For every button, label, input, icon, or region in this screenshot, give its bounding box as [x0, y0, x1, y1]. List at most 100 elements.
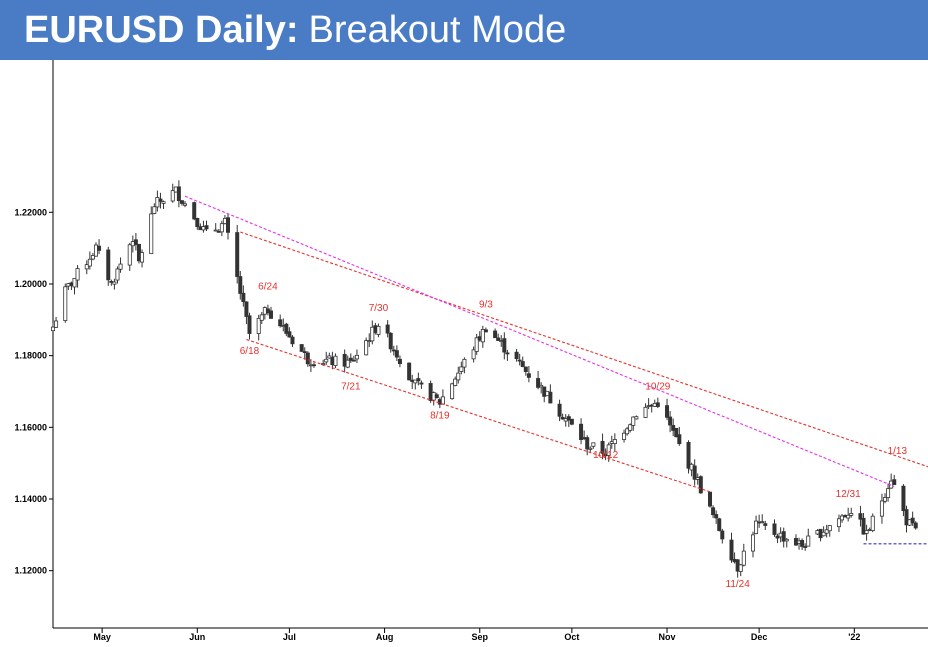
candle-body: [385, 324, 390, 334]
candle-body: [90, 255, 95, 260]
candles: [51, 180, 918, 578]
candle-body: [763, 523, 768, 526]
date-annotation: 11/24: [726, 579, 751, 590]
candle-body: [155, 197, 160, 208]
candle-body: [886, 488, 891, 498]
candle-body: [849, 513, 854, 516]
candle-body: [87, 258, 92, 267]
date-annotation: 1/13: [888, 446, 908, 457]
candle-body: [668, 416, 673, 426]
candle-body: [846, 514, 851, 519]
candle-body: [434, 394, 439, 399]
candle-body: [502, 338, 507, 353]
candle-body: [219, 223, 224, 233]
chart-area: 1.22000 1.20000 1.18000 1.16000 1.14000 1.120…: [0, 60, 928, 642]
date-annotation: 7/30: [369, 303, 389, 314]
candle-body: [333, 355, 338, 366]
candle-body: [806, 535, 811, 547]
trend-lines: [184, 195, 928, 545]
trend-line: [184, 195, 895, 487]
candle-body: [910, 517, 915, 524]
candle-body: [453, 378, 458, 386]
candle-body: [450, 383, 455, 400]
y-tick-label: 1.16000: [14, 422, 47, 432]
candle-body: [152, 206, 157, 214]
candle-body: [557, 403, 562, 417]
candle-body: [195, 218, 200, 228]
candle-body: [106, 249, 111, 281]
candle-body: [179, 200, 184, 204]
y-tick-label: 1.14000: [14, 494, 47, 504]
candle-body: [84, 264, 89, 270]
candle-body: [631, 416, 636, 426]
candle-body: [213, 229, 218, 232]
candle-body: [781, 531, 786, 542]
candle-body: [505, 352, 510, 355]
candle-body: [299, 344, 304, 352]
chart-title-bar: EURUSD Daily: Breakout Mode: [0, 0, 928, 60]
x-tick-label: Oct: [564, 632, 579, 642]
candle-body: [883, 497, 888, 502]
candle-body: [861, 517, 866, 535]
candle-body: [692, 465, 697, 480]
date-annotation: 10/12: [593, 450, 618, 461]
candle-body: [717, 518, 722, 531]
candle-body: [170, 190, 175, 202]
candle-body: [714, 514, 719, 519]
candle-body: [388, 332, 393, 350]
candle-body: [290, 336, 295, 345]
candle-body: [419, 382, 424, 385]
candle-body: [836, 518, 841, 528]
candle-body: [708, 491, 713, 507]
candle-body: [324, 358, 329, 363]
candle-body: [127, 244, 132, 266]
candle-body: [440, 396, 445, 405]
date-annotation: 10/29: [645, 382, 670, 393]
y-tick-label: 1.20000: [14, 279, 47, 289]
candle-body: [351, 359, 356, 362]
candle-body: [526, 373, 531, 378]
chart-title-symbol: EURUSD Daily:: [24, 8, 299, 51]
candle-body: [864, 530, 869, 534]
candle-body: [741, 550, 746, 566]
candle-body: [149, 213, 154, 255]
candle-body: [428, 383, 433, 401]
candle-body: [394, 350, 399, 358]
candle-body: [754, 520, 759, 534]
candle-body: [345, 359, 350, 368]
axes: 1.22000 1.20000 1.18000 1.16000 1.14000 1.120…: [14, 60, 928, 642]
candle-body: [416, 378, 421, 382]
x-tick-label: Aug: [376, 632, 394, 642]
candle-body: [677, 434, 682, 445]
candle-body: [176, 186, 181, 201]
candle-body: [183, 203, 188, 206]
candle-body: [97, 245, 102, 251]
candle-body: [115, 268, 120, 281]
candle-body: [585, 437, 590, 450]
x-tick-label: Nov: [659, 632, 676, 642]
candle-body: [474, 337, 479, 352]
candle-body: [738, 564, 743, 572]
candle-body: [665, 405, 670, 418]
channel-lower: [246, 338, 711, 493]
candle-body: [625, 428, 630, 435]
candle-body: [75, 268, 80, 281]
candle-body: [63, 286, 68, 321]
candle-body: [827, 525, 832, 532]
candle-body: [204, 225, 209, 230]
candle-body: [140, 252, 145, 263]
candle-body: [517, 359, 522, 362]
candle-body: [133, 239, 138, 245]
candle-body: [655, 402, 660, 407]
candle-body: [539, 384, 544, 388]
annotations: 6/24 6/18 7/30 7/21 9/3 8/19 10/29 10/12 1/13 12/…: [240, 281, 908, 589]
candle-body: [244, 301, 249, 317]
candle-body: [643, 406, 648, 418]
candle-body: [305, 352, 310, 365]
candle-body: [784, 538, 789, 542]
date-annotation: 6/24: [258, 281, 278, 292]
candle-body: [686, 442, 691, 469]
candle-body: [622, 432, 627, 441]
channel-upper: [240, 231, 928, 468]
candle-body: [824, 529, 829, 534]
